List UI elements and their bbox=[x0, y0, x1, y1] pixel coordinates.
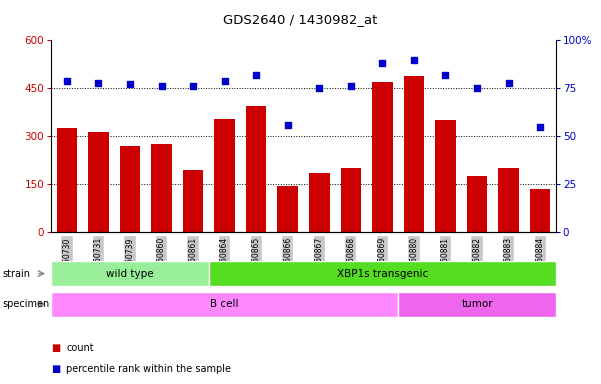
Bar bbox=[398, 292, 556, 317]
Point bbox=[94, 79, 103, 86]
Bar bbox=[341, 168, 361, 232]
Bar bbox=[151, 144, 172, 232]
Text: B cell: B cell bbox=[210, 299, 239, 310]
Text: ■: ■ bbox=[51, 343, 60, 353]
Point bbox=[472, 85, 482, 91]
Bar bbox=[120, 146, 140, 232]
Text: XBP1s transgenic: XBP1s transgenic bbox=[337, 268, 428, 279]
Point bbox=[283, 122, 293, 128]
Bar bbox=[51, 292, 398, 317]
Bar bbox=[215, 119, 235, 232]
Point bbox=[62, 78, 72, 84]
Text: strain: strain bbox=[2, 268, 31, 279]
Point bbox=[535, 124, 545, 130]
Text: count: count bbox=[66, 343, 94, 353]
Text: specimen: specimen bbox=[2, 299, 50, 310]
Bar bbox=[51, 261, 209, 286]
Point bbox=[251, 72, 261, 78]
Point bbox=[157, 83, 166, 89]
Bar bbox=[183, 170, 203, 232]
Point bbox=[220, 78, 230, 84]
Bar bbox=[246, 106, 266, 232]
Bar bbox=[309, 173, 329, 232]
Point bbox=[504, 79, 513, 86]
Text: ■: ■ bbox=[51, 364, 60, 374]
Point bbox=[314, 85, 324, 91]
Text: GDS2640 / 1430982_at: GDS2640 / 1430982_at bbox=[224, 13, 377, 26]
Bar bbox=[278, 186, 298, 232]
Bar bbox=[56, 128, 77, 232]
Point bbox=[188, 83, 198, 89]
Text: wild type: wild type bbox=[106, 268, 154, 279]
Point bbox=[409, 56, 419, 63]
Bar bbox=[88, 131, 109, 232]
Bar bbox=[498, 168, 519, 232]
Text: tumor: tumor bbox=[461, 299, 493, 310]
Point bbox=[441, 72, 450, 78]
Bar bbox=[404, 76, 424, 232]
Bar bbox=[209, 261, 556, 286]
Bar bbox=[467, 176, 487, 232]
Point bbox=[346, 83, 356, 89]
Bar bbox=[372, 82, 392, 232]
Bar bbox=[530, 189, 551, 232]
Text: percentile rank within the sample: percentile rank within the sample bbox=[66, 364, 231, 374]
Point bbox=[125, 81, 135, 88]
Point bbox=[377, 60, 387, 66]
Bar bbox=[435, 120, 456, 232]
